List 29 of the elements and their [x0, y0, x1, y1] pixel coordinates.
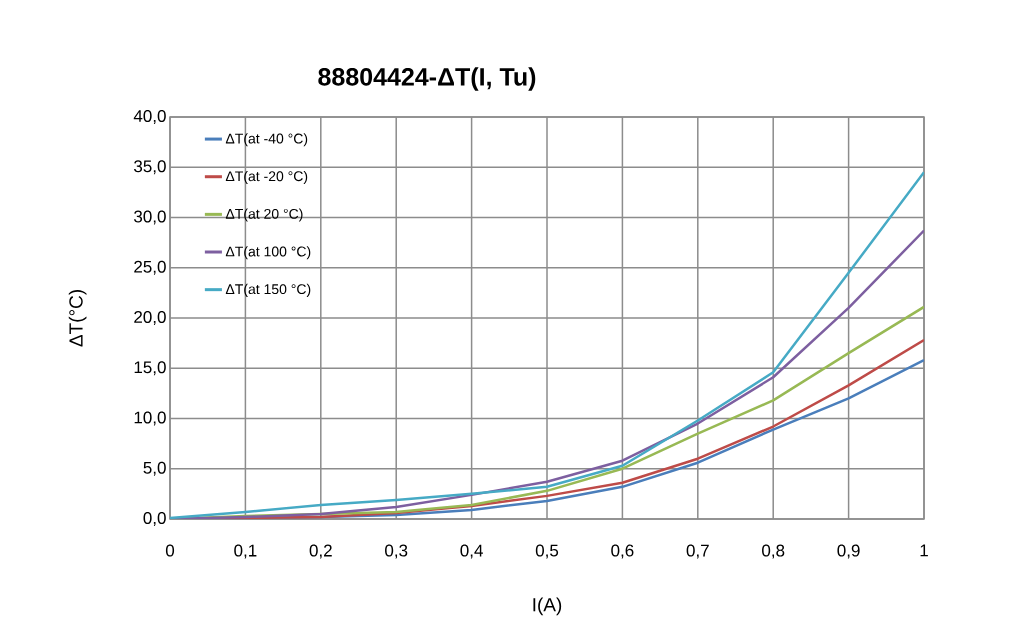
line-series [170, 171, 924, 519]
y-tick-label: 15,0 [134, 361, 166, 376]
x-tick-label: 0,9 [837, 544, 860, 559]
x-tick-label: 0,8 [762, 544, 785, 559]
legend-label: ΔT(at 20 °C) [225, 208, 303, 222]
x-tick-label: 0,7 [686, 544, 709, 559]
x-tick-label: 0,2 [309, 544, 332, 559]
x-tick-label: 0,3 [385, 544, 408, 559]
x-tick-label: 1 [920, 544, 928, 557]
legend-label: ΔT(at 100 °C) [225, 246, 311, 260]
y-tick-label: 5,0 [143, 461, 166, 476]
x-tick-label: 0,1 [234, 544, 257, 559]
legend-label: ΔT(at 150 °C) [225, 283, 311, 297]
y-tick-label: 20,0 [134, 310, 166, 326]
y-tick-label: 35,0 [134, 160, 166, 175]
x-axis-title: I(A) [533, 597, 562, 616]
y-tick-label: 40,0 [133, 109, 166, 125]
chart-title: 88804424-ΔT(I, Tu) [318, 67, 536, 91]
y-tick-label: 0,0 [143, 511, 166, 527]
y-tick-label: 30,0 [134, 210, 166, 225]
y-axis-title: ΔT(°C) [68, 290, 87, 347]
y-tick-label: 10,0 [134, 411, 166, 426]
x-tick-label: 0,4 [460, 544, 483, 559]
legend-label: ΔT(at -20 °C) [225, 170, 308, 184]
x-tick-label: 0,5 [535, 544, 559, 559]
legend-label: ΔT(at -40 °C) [225, 133, 308, 147]
x-tick-label: 0,6 [611, 544, 634, 559]
x-tick-label: 0 [165, 544, 175, 557]
y-tick-label: 25,0 [134, 260, 166, 275]
